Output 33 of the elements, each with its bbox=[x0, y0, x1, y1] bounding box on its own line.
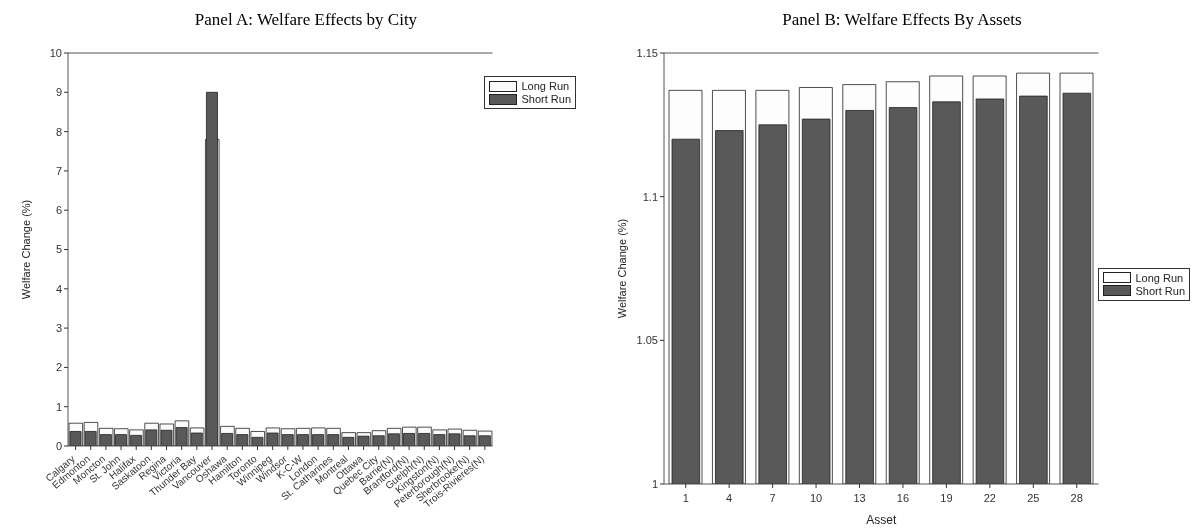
x-tick-label: 22 bbox=[983, 492, 996, 504]
y-tick-label: 8 bbox=[55, 125, 62, 138]
y-tick-label: 7 bbox=[55, 164, 62, 177]
y-tick-label: 6 bbox=[55, 204, 62, 217]
x-tick-label: 4 bbox=[726, 492, 733, 504]
y-tick-label: 1.05 bbox=[636, 334, 658, 347]
x-tick-label: 1 bbox=[682, 492, 689, 504]
legend-label: Short Run bbox=[1135, 284, 1185, 297]
chart-title: Panel B: Welfare Effects By Assets bbox=[781, 9, 1023, 31]
y-axis-title: Welfare Change (%) bbox=[19, 199, 32, 300]
x-tick-label: 7 bbox=[769, 492, 776, 504]
y-axis-title: Welfare Change (%) bbox=[615, 218, 628, 319]
y-tick-label: 5 bbox=[55, 243, 62, 256]
y-tick-label: 4 bbox=[55, 282, 62, 295]
x-tick-label: 28 bbox=[1070, 492, 1083, 504]
x-axis-title: Asset bbox=[866, 513, 897, 527]
y-tick-label: 10 bbox=[49, 46, 62, 59]
x-tick-label: 10 bbox=[809, 492, 823, 504]
y-tick-label: 1 bbox=[55, 400, 62, 413]
y-tick-label: 2 bbox=[55, 361, 62, 374]
legend-label: Long Run bbox=[521, 80, 570, 92]
x-tick-label: 25 bbox=[1027, 492, 1040, 504]
y-tick-label: 3 bbox=[55, 322, 62, 335]
y-tick-label: 1.15 bbox=[636, 46, 658, 59]
y-tick-label: 1.1 bbox=[642, 190, 658, 203]
legend-label: Long Run bbox=[1135, 271, 1184, 284]
x-tick-label: 19 bbox=[940, 492, 953, 504]
y-tick-label: 9 bbox=[55, 86, 62, 99]
x-tick-label: 16 bbox=[896, 492, 910, 504]
legend-label: Short Run bbox=[521, 93, 571, 105]
chart-title: Panel A: Welfare Effects by City bbox=[193, 9, 419, 31]
y-tick-label: 0 bbox=[55, 439, 62, 452]
x-tick-label: 13 bbox=[853, 492, 866, 504]
